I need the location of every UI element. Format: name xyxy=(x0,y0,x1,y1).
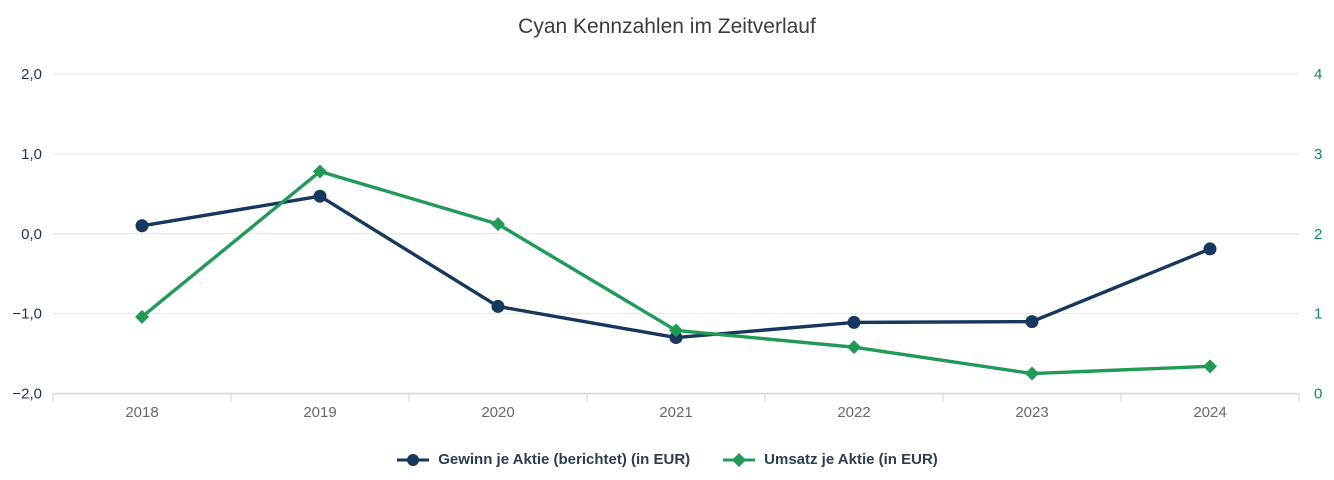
data-point-gewinn-2020[interactable] xyxy=(491,299,505,313)
data-point-umsatz-2021[interactable] xyxy=(669,323,683,338)
legend-diamond-marker xyxy=(732,452,747,467)
data-point-gewinn-2019[interactable] xyxy=(313,189,327,203)
data-point-umsatz-2018[interactable] xyxy=(135,309,149,324)
chart-title: Cyan Kennzahlen im Zeitverlauf xyxy=(518,15,816,38)
data-point-gewinn-2021[interactable] xyxy=(669,331,683,345)
data-point-umsatz-2023[interactable] xyxy=(1025,366,1039,381)
x-axis-label: 2024 xyxy=(1193,404,1226,421)
y-axis-label-right: 2 xyxy=(1314,226,1322,243)
y-axis-label-left: 0,0 xyxy=(21,226,42,243)
y-axis-label-left: −1,0 xyxy=(12,306,42,323)
data-point-gewinn-2018[interactable] xyxy=(135,219,149,233)
data-point-gewinn-2022[interactable] xyxy=(847,315,861,329)
legend-circle-marker xyxy=(407,453,420,466)
y-axis-label-left: 2,0 xyxy=(21,66,42,83)
data-point-gewinn-2023[interactable] xyxy=(1025,315,1039,329)
x-axis-label: 2023 xyxy=(1015,404,1048,421)
line-circle-marker-icon xyxy=(397,453,430,466)
y-axis-label-left: 1,0 xyxy=(21,146,42,163)
x-axis-label: 2019 xyxy=(303,404,336,421)
y-axis-label-left: −2,0 xyxy=(12,386,42,403)
y-axis-label-right: 4 xyxy=(1314,66,1322,83)
y-axis-label-right: 3 xyxy=(1314,146,1322,163)
data-point-umsatz-2020[interactable] xyxy=(491,217,505,232)
y-axis-label-right: 0 xyxy=(1314,386,1322,403)
legend-label-gewinn: Gewinn je Aktie (berichtet) (in EUR) xyxy=(438,451,691,468)
x-axis-label: 2021 xyxy=(659,404,692,421)
legend-item-umsatz-je-aktie[interactable]: Umsatz je Aktie (in EUR) xyxy=(722,451,938,468)
y-axis-label-right: 1 xyxy=(1314,306,1322,323)
legend-label-umsatz: Umsatz je Aktie (in EUR) xyxy=(764,451,938,468)
data-point-umsatz-2019[interactable] xyxy=(313,164,327,179)
data-point-gewinn-2024[interactable] xyxy=(1203,242,1217,256)
legend-item-gewinn-je-aktie[interactable]: Gewinn je Aktie (berichtet) (in EUR) xyxy=(396,451,690,468)
x-axis-label: 2022 xyxy=(837,404,870,421)
line-diamond-marker-icon xyxy=(723,452,756,467)
x-axis-label: 2018 xyxy=(125,404,158,421)
data-point-umsatz-2024[interactable] xyxy=(1203,359,1217,374)
series-line-gewinn xyxy=(140,194,1212,340)
data-point-umsatz-2022[interactable] xyxy=(847,340,861,355)
x-axis-label: 2020 xyxy=(481,404,514,421)
legend: Gewinn je Aktie (berichtet) (in EUR) Ums… xyxy=(0,451,1334,468)
